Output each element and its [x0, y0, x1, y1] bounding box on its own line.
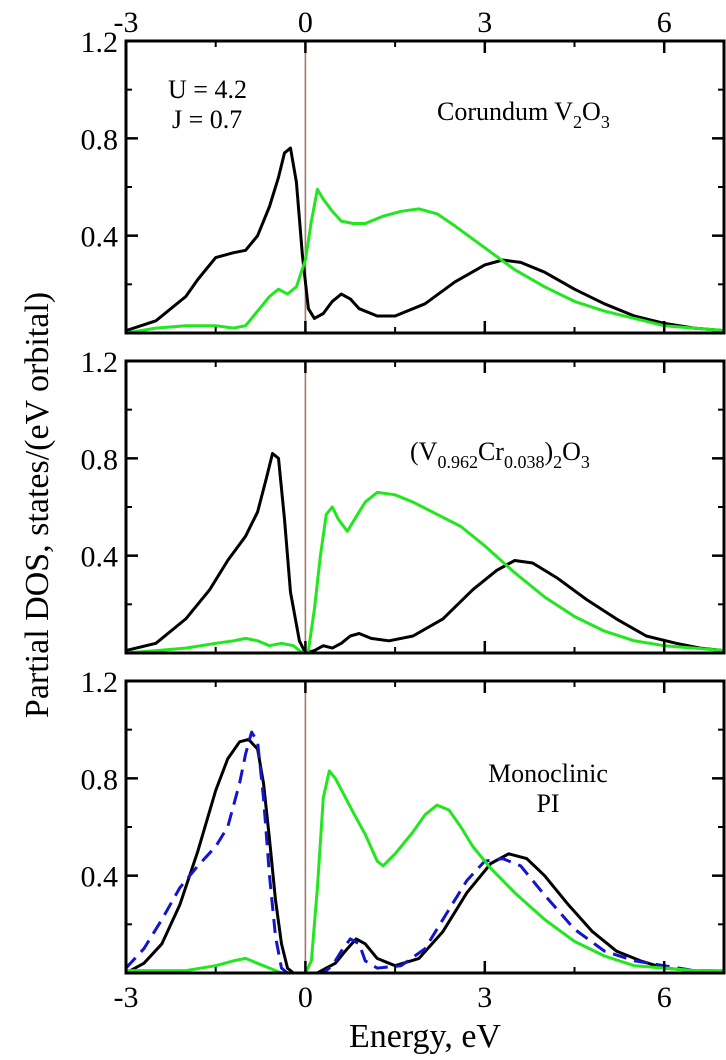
x-axis-title: Energy, eV	[349, 1018, 501, 1055]
y-tick-label: 0.8	[81, 443, 119, 476]
annotation-cr-doped: (V0.962Cr0.038)2O3	[410, 437, 590, 472]
formula-part: 3	[601, 112, 610, 132]
formula-part: )	[544, 437, 553, 466]
y-tick-label: 0.4	[81, 221, 119, 254]
formula-part: O	[562, 437, 581, 466]
formula-part: O	[582, 97, 601, 126]
formula-part: Corundum V	[437, 97, 573, 126]
y-tick-label: 1.2	[81, 346, 119, 379]
annotation-u-value: U = 4.2	[168, 75, 247, 104]
x-top-tick-label: 6	[657, 6, 672, 39]
x-top-tick-label: 0	[298, 6, 313, 39]
formula-part: 0.962	[437, 452, 478, 472]
series-black-line	[125, 737, 725, 975]
formula-part: 3	[581, 452, 590, 472]
x-tick-label: 0	[298, 981, 313, 1014]
x-tick-label: 3	[477, 981, 492, 1014]
series-black-line	[125, 452, 725, 655]
panel-top: 0.4 0.8 1.2-3 0 3 6 U = 4.2J = 0.7 Corundum V2O…	[81, 6, 726, 335]
series-blue-line	[124, 730, 724, 975]
formula-part: (V	[410, 437, 438, 466]
series-green-line	[125, 490, 725, 655]
formula-part: 2	[573, 112, 582, 132]
y-tick-label: 1.2	[81, 26, 119, 59]
annotation-corundum: Corundum V2O3	[437, 97, 610, 132]
y-tick-label: 0.4	[81, 541, 119, 574]
panel-middle: 0.4 0.8 1.2 (V0.962Cr0.038)2O3	[81, 346, 726, 655]
series-black-line	[125, 146, 725, 333]
x-top-tick-label: -3	[114, 6, 139, 39]
annotation-pi: PI	[536, 789, 559, 818]
x-top-tick-label: 3	[477, 6, 492, 39]
panels-layer: 0.40.81.2-3 0 3 6U = 4.2J = 0.7 Corundum V2O…	[81, 6, 726, 1014]
formula-part: 0.038	[504, 452, 545, 472]
y-tick-label: 0.4	[81, 861, 119, 894]
formula-part: 2	[553, 452, 562, 472]
annotation-monoclinic: Monoclinic	[488, 759, 608, 788]
y-tick-label: 0.8	[81, 123, 119, 156]
y-tick-label: 1.2	[81, 666, 119, 699]
formula-part: Cr	[478, 437, 504, 466]
panel-frame	[124, 679, 726, 975]
series-green-line	[125, 187, 725, 335]
x-tick-label: 6	[657, 981, 672, 1014]
series-green-line	[126, 769, 724, 975]
y-tick-label: 0.8	[81, 763, 119, 796]
y-axis-title: Partial DOS, states/(eV orbital)	[19, 292, 56, 718]
annotation-j-value: J = 0.7	[172, 105, 242, 134]
x-tick-label: -3	[114, 981, 139, 1014]
